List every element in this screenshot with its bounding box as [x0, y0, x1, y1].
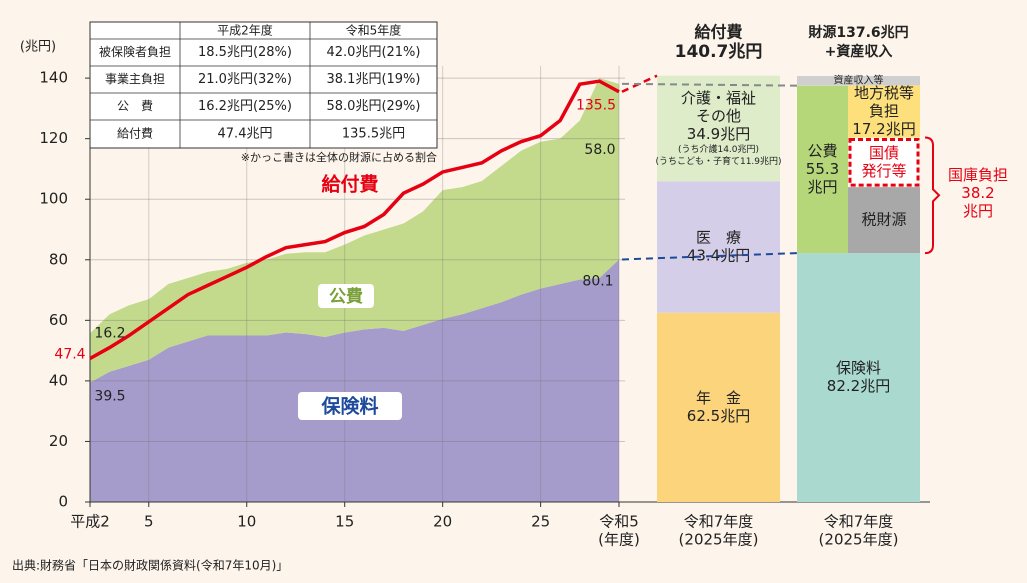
x-tick-label: 15 [335, 513, 354, 531]
line-benefit [89, 79, 620, 361]
segment-label: (うちこども・子育て11.9兆円) [655, 155, 781, 167]
x-tick-label: 5 [144, 513, 154, 531]
bar-title: +資産収入 [825, 43, 893, 60]
area-public [90, 78, 619, 383]
bar-category: 令和7年度 [824, 513, 894, 531]
segment-label: 年 金 [696, 389, 741, 407]
data-label: 80.1 [582, 273, 613, 289]
segment-label: 発行等 [861, 162, 906, 180]
segment-label: (うち介護14.0兆円) [678, 143, 759, 155]
y-tick-label: 40 [49, 371, 68, 389]
bracket-label: 国庫負担 [948, 166, 1008, 184]
bar-segment [848, 187, 920, 254]
bar-segment [657, 312, 780, 502]
table-cell: 18.5兆円(28%) [198, 45, 292, 60]
table-cell: 135.5兆円 [342, 127, 405, 142]
table-note: ※かっこ書きは全体の財源に占める割合 [241, 150, 437, 164]
segment-label: 82.2兆円 [827, 377, 890, 395]
series-label: 給付費 [321, 173, 378, 196]
segment-label: 資産収入等 [834, 74, 884, 87]
label-box [298, 392, 402, 420]
table-cell: 47.4兆円 [218, 127, 273, 142]
y-tick-label: 60 [49, 311, 68, 329]
table-row-label: 事業主負担 [105, 72, 165, 86]
data-label: 16.2 [94, 325, 125, 341]
source: 出典:財務省「日本の財政関係資料(令和7年10月)」 [12, 558, 288, 573]
segment-label: 34.9兆円 [687, 125, 750, 143]
segment-label: 兆円 [807, 178, 837, 196]
segment-label: 税財源 [861, 211, 906, 229]
segment-label: 地方税等 [854, 84, 914, 102]
data-label: 58.0 [584, 142, 615, 158]
bar-segment [657, 181, 780, 313]
y-tick-label: 140 [39, 69, 68, 87]
connector [621, 82, 798, 87]
table-cell: 42.0兆円(21%) [327, 45, 421, 60]
table-cell: 58.0兆円(29%) [327, 99, 421, 114]
table [89, 21, 438, 149]
segment-label: 医 療 [696, 229, 741, 247]
bracket [924, 136, 941, 255]
x-tick-label: 20 [433, 513, 452, 531]
segment-label: 62.5兆円 [687, 407, 750, 425]
data-label: 135.5 [576, 98, 616, 114]
segment-label: 介護・福祉 [681, 89, 756, 107]
y-tick-label: 20 [49, 432, 68, 450]
area-insurance [90, 259, 619, 502]
bar-title: 140.7兆円 [675, 42, 763, 62]
table-header: 平成2年度 [217, 23, 273, 38]
bar-segment [797, 75, 920, 86]
y-axis-label: (兆円) [20, 40, 56, 55]
bar-segment [848, 85, 920, 138]
table-header: 令和5年度 [346, 23, 402, 38]
x-tick-label: 10 [237, 513, 256, 531]
bar-category: (2025年度) [679, 531, 759, 549]
series-label: 保険料 [320, 395, 378, 418]
y-tick-label: 80 [49, 250, 68, 268]
bar-segment [797, 85, 848, 254]
y-tick-label: 0 [58, 493, 68, 511]
bar-category: 令和7年度 [684, 513, 754, 531]
x-tick-label: 25 [531, 513, 550, 531]
connector [621, 252, 798, 261]
segment-label: 17.2兆円 [852, 120, 915, 138]
data-label: 47.4 [54, 346, 85, 362]
segment-label: 負担 [869, 102, 899, 120]
segment-label: その他 [696, 107, 741, 125]
x-tick-label: 令和5 [599, 513, 639, 531]
table-cell: 16.2兆円(25%) [198, 99, 292, 114]
bar-title: 給付費 [694, 23, 742, 42]
table-row-label: 被保険者負担 [99, 45, 171, 59]
segment-label: 保険料 [836, 359, 881, 377]
series-label: 公費 [329, 286, 363, 307]
bar-category: (2025年度) [819, 531, 899, 549]
table-row-label: 給付費 [117, 126, 153, 141]
bar-title: 財源137.6兆円 [807, 24, 908, 41]
y-tick-label: 120 [39, 129, 68, 147]
x-unit: (年度) [598, 531, 640, 549]
bracket-label: 兆円 [963, 202, 993, 220]
y-tick-label: 100 [39, 190, 68, 208]
bar-segment [657, 75, 780, 182]
bar-segment [848, 137, 920, 187]
label-box [318, 284, 374, 308]
table-cell: 21.0兆円(32%) [198, 72, 292, 87]
segment-label: 公費 [807, 142, 837, 160]
bracket-label: 38.2 [961, 184, 994, 202]
table-row-label: 公 費 [117, 98, 153, 113]
segment-label: 55.3 [806, 160, 839, 178]
x-tick-label: 平成2 [70, 513, 110, 531]
segment-label: 国債 [869, 144, 899, 162]
connector [621, 74, 658, 93]
data-label: 39.5 [94, 388, 125, 404]
bar-segment [797, 253, 920, 502]
table-cell: 38.1兆円(19%) [327, 72, 421, 87]
